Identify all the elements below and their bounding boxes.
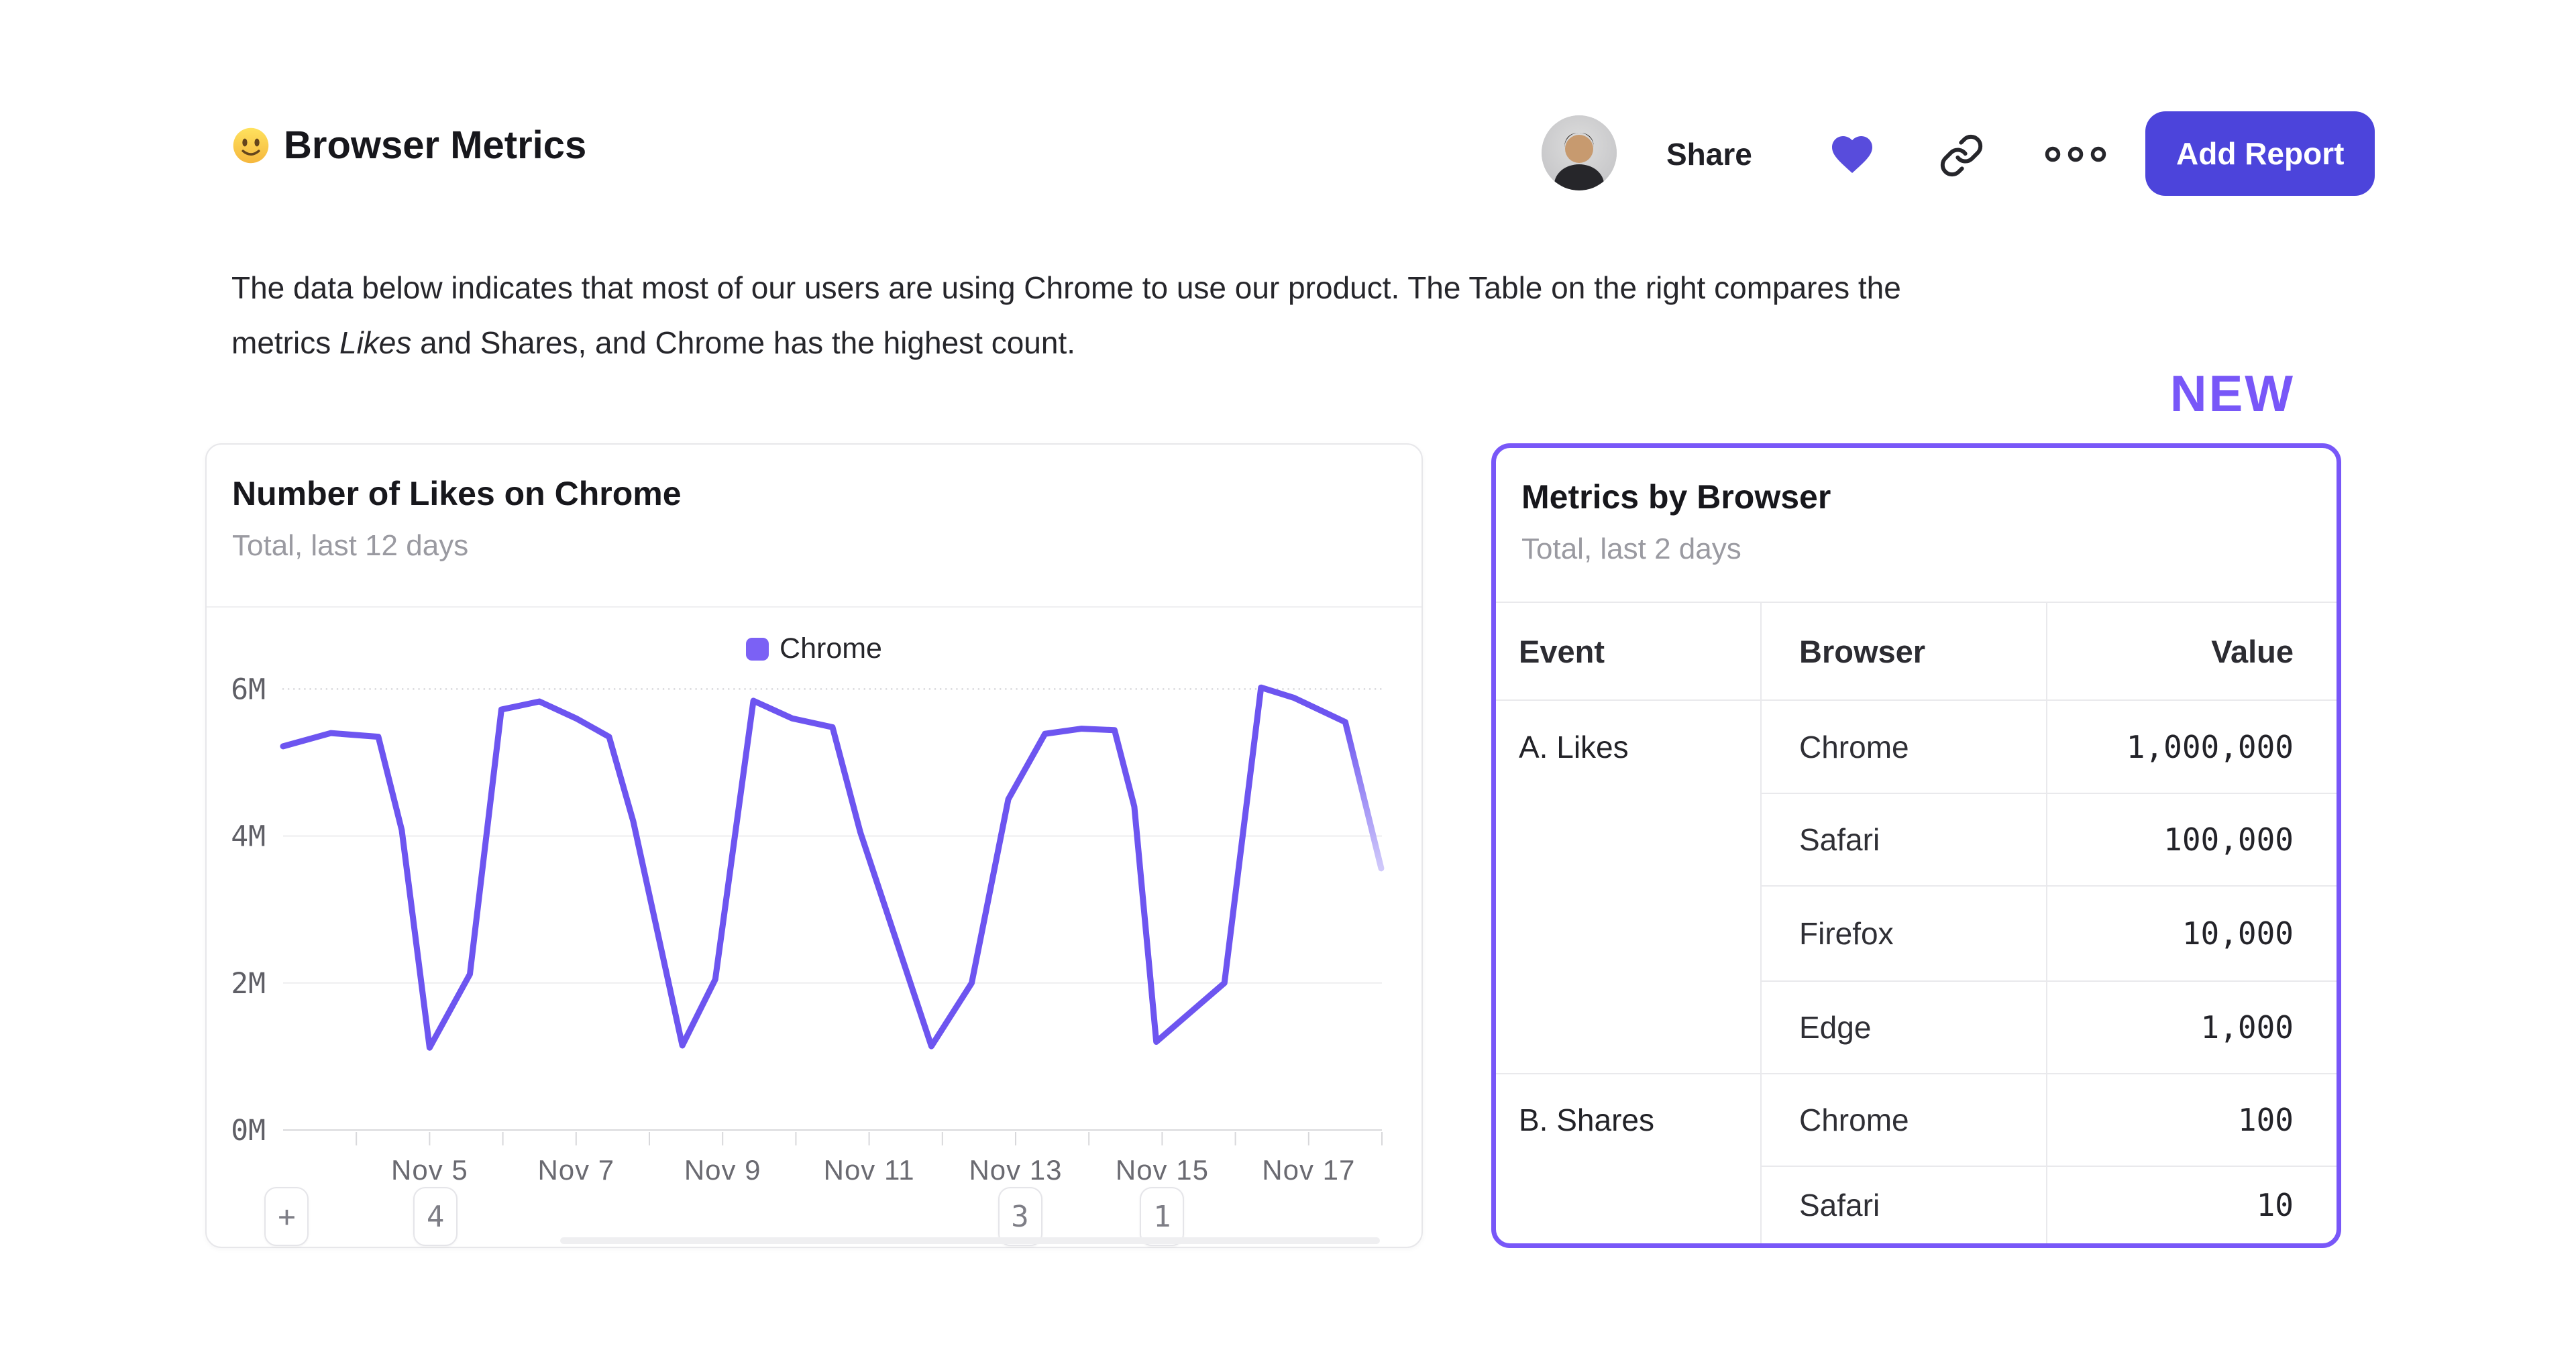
link-icon[interactable] [1939, 133, 1984, 178]
svg-text:4M: 4M [231, 820, 266, 854]
column-header-browser: Browser [1760, 602, 2046, 699]
likes-chart-card: Number of Likes on Chrome Total, last 12… [205, 443, 1423, 1248]
svg-text:Nov 9: Nov 9 [684, 1154, 761, 1186]
table-cell-event [1496, 885, 1760, 980]
description-line2-pre: metrics [231, 325, 339, 360]
chart-horizontal-scrollbar[interactable] [560, 1237, 1380, 1244]
new-badge: NEW [2169, 365, 2295, 422]
svg-text:Nov 5: Nov 5 [391, 1154, 468, 1186]
column-header-value: Value [2046, 602, 2337, 699]
svg-text:0M: 0M [231, 1114, 266, 1147]
table-cell-event [1496, 1166, 1760, 1243]
table-cell-value: 1,000 [2046, 980, 2337, 1073]
svg-text:Nov 7: Nov 7 [537, 1154, 614, 1186]
legend-swatch-chrome [746, 637, 769, 661]
description-line2-post: and Shares, and Chrome has the highest c… [411, 325, 1076, 360]
table-card-subtitle: Total, last 2 days [1521, 532, 1741, 565]
table-cell-value: 10,000 [2046, 885, 2337, 980]
chart-legend[interactable]: Chrome [207, 632, 1421, 665]
chart-card-subtitle: Total, last 12 days [232, 529, 469, 562]
table-cell-event [1496, 980, 1760, 1073]
table-cell-browser: Chrome [1760, 1073, 2046, 1166]
table-cell-event [1496, 793, 1760, 885]
table-cell-event: B. Shares [1496, 1073, 1760, 1166]
share-button[interactable]: Share [1666, 137, 1752, 172]
table-cell-browser: Safari [1760, 793, 2046, 885]
page-title-text: Browser Metrics [284, 123, 587, 167]
description-text: The data below indicates that most of ou… [231, 260, 1901, 370]
table-cell-value: 1,000,000 [2046, 699, 2337, 793]
table-cell-browser: Chrome [1760, 699, 2046, 793]
add-annotation-button[interactable]: + [264, 1187, 309, 1246]
table-card-title: Metrics by Browser [1521, 478, 1831, 516]
avatar[interactable] [1542, 115, 1617, 190]
description-line1: The data below indicates that most of ou… [231, 270, 1901, 305]
annotation-count-badge[interactable]: 1 [1140, 1187, 1185, 1246]
chart-card-title: Number of Likes on Chrome [232, 475, 682, 512]
line-chart: 0M 2M 4M 6M Nov 5 Nov 7 Nov 9 Nov 11 Nov 13 Nov 1… [231, 673, 1385, 1186]
description-likes-italic: Likes [339, 325, 412, 360]
svg-text:6M: 6M [231, 673, 266, 706]
annotation-count-badge[interactable]: 3 [998, 1187, 1042, 1246]
add-report-button[interactable]: Add Report [2145, 111, 2375, 196]
svg-text:2M: 2M [231, 967, 266, 1001]
svg-text:Nov 15: Nov 15 [1116, 1154, 1209, 1186]
svg-text:Nov 11: Nov 11 [824, 1154, 915, 1186]
smiley-emoji-icon [231, 126, 270, 165]
heart-icon[interactable] [1826, 130, 1878, 178]
table-cell-value: 100 [2046, 1073, 2337, 1166]
column-header-event: Event [1496, 602, 1760, 699]
page-title: Browser Metrics [231, 123, 586, 168]
card-header-divider [207, 606, 1421, 608]
table-cell-event: A. Likes [1496, 699, 1760, 793]
annotation-count-badge[interactable]: 4 [413, 1187, 458, 1246]
table-cell-value: 10 [2046, 1166, 2337, 1243]
table-cell-browser: Edge [1760, 980, 2046, 1073]
metrics-table-card: Metrics by Browser Total, last 2 days Ev… [1491, 443, 2341, 1248]
svg-text:Nov 17: Nov 17 [1262, 1154, 1355, 1186]
table-cell-browser: Safari [1760, 1166, 2046, 1243]
legend-label: Chrome [780, 632, 882, 665]
table-cell-browser: Firefox [1760, 885, 2046, 980]
svg-text:Nov 13: Nov 13 [969, 1154, 1062, 1186]
table-cell-value: 100,000 [2046, 793, 2337, 885]
more-options-icon[interactable] [2043, 141, 2108, 168]
metrics-table: Event Browser Value A. Likes Chrome 1,00… [1496, 602, 2337, 1243]
